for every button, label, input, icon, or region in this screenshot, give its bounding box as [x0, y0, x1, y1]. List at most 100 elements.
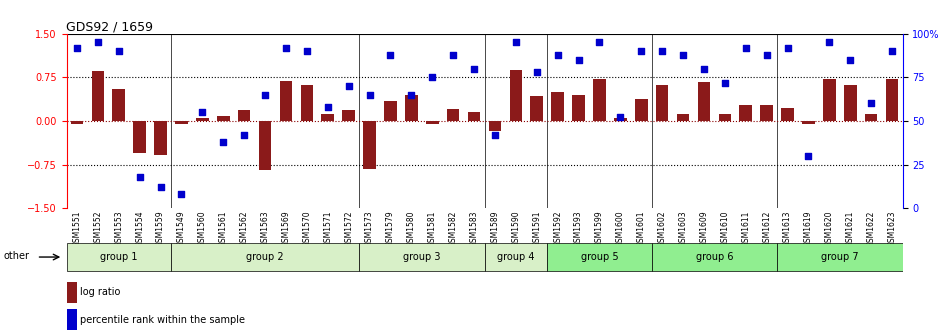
Point	[446, 52, 461, 57]
Text: GSM1569: GSM1569	[281, 210, 291, 247]
Text: GSM1612: GSM1612	[762, 210, 771, 247]
Text: other: other	[4, 251, 29, 260]
Text: group 5: group 5	[580, 252, 618, 262]
Text: GDS92 / 1659: GDS92 / 1659	[66, 20, 154, 34]
Text: GSM1591: GSM1591	[532, 210, 541, 247]
Bar	[175, 121, 188, 124]
Text: GSM1580: GSM1580	[407, 210, 416, 247]
Text: group 2: group 2	[246, 252, 284, 262]
FancyBboxPatch shape	[484, 243, 547, 271]
Point	[362, 92, 377, 97]
Bar	[66, 282, 77, 303]
FancyBboxPatch shape	[359, 243, 484, 271]
Bar	[426, 121, 439, 124]
Point	[299, 48, 314, 54]
Text: GSM1599: GSM1599	[595, 210, 604, 247]
Bar	[864, 114, 878, 121]
Text: GSM1579: GSM1579	[386, 210, 395, 247]
Point	[759, 52, 774, 57]
Point	[696, 66, 712, 71]
Text: group 1: group 1	[100, 252, 138, 262]
Bar	[488, 121, 502, 131]
Point	[550, 52, 565, 57]
Text: GSM1562: GSM1562	[239, 210, 249, 247]
Text: GSM1549: GSM1549	[177, 210, 186, 247]
Point	[634, 48, 649, 54]
Text: GSM1563: GSM1563	[260, 210, 270, 247]
Text: GSM1621: GSM1621	[846, 210, 855, 247]
Bar	[509, 70, 522, 121]
Text: group 4: group 4	[497, 252, 535, 262]
Point	[717, 80, 732, 85]
Bar	[467, 112, 481, 121]
Point	[90, 40, 105, 45]
Point	[801, 153, 816, 159]
Point	[111, 48, 126, 54]
Bar	[384, 100, 397, 121]
Bar	[781, 108, 794, 121]
Text: GSM1613: GSM1613	[783, 210, 792, 247]
Text: GSM1589: GSM1589	[490, 210, 500, 247]
Bar	[823, 79, 836, 121]
FancyBboxPatch shape	[547, 243, 652, 271]
Bar	[802, 121, 815, 124]
Text: GSM1571: GSM1571	[323, 210, 332, 247]
Bar	[446, 109, 460, 121]
Bar	[885, 79, 899, 121]
Point	[69, 45, 85, 50]
Text: GSM1611: GSM1611	[741, 210, 750, 247]
Bar	[593, 79, 606, 121]
Bar	[697, 82, 711, 121]
Bar	[342, 111, 355, 121]
Point	[383, 52, 398, 57]
Point	[613, 115, 628, 120]
Point	[529, 69, 544, 75]
Bar	[154, 121, 167, 155]
Bar	[614, 118, 627, 121]
Text: GSM1620: GSM1620	[825, 210, 834, 247]
Bar	[530, 96, 543, 121]
Point	[174, 192, 189, 197]
Bar	[718, 114, 732, 121]
Point	[257, 92, 273, 97]
Point	[780, 45, 795, 50]
Text: group 7: group 7	[821, 252, 859, 262]
Bar	[739, 104, 752, 121]
Bar	[258, 121, 272, 170]
Point	[571, 57, 586, 62]
Bar	[676, 114, 690, 121]
Point	[487, 132, 503, 138]
Point	[466, 66, 482, 71]
Point	[195, 110, 210, 115]
Text: GSM1582: GSM1582	[448, 210, 458, 247]
Point	[320, 104, 335, 110]
Text: GSM1570: GSM1570	[302, 210, 312, 247]
FancyBboxPatch shape	[777, 243, 902, 271]
Bar	[321, 114, 334, 121]
Text: group 3: group 3	[403, 252, 441, 262]
Point	[592, 40, 607, 45]
Text: GSM1573: GSM1573	[365, 210, 374, 247]
Text: log ratio: log ratio	[80, 288, 121, 297]
Bar	[217, 116, 230, 121]
Point	[153, 185, 168, 190]
Text: GSM1590: GSM1590	[511, 210, 521, 247]
Text: GSM1559: GSM1559	[156, 210, 165, 247]
Text: GSM1609: GSM1609	[699, 210, 709, 247]
Bar	[70, 121, 84, 124]
Bar	[196, 118, 209, 121]
Point	[132, 174, 147, 179]
Point	[843, 57, 858, 62]
Bar	[656, 85, 669, 121]
Text: GSM1593: GSM1593	[574, 210, 583, 247]
Text: GSM1603: GSM1603	[678, 210, 688, 247]
Point	[508, 40, 523, 45]
Bar	[300, 85, 314, 121]
Point	[237, 132, 252, 138]
Text: GSM1622: GSM1622	[866, 210, 876, 247]
Bar	[405, 95, 418, 121]
Bar	[91, 72, 104, 121]
Bar	[133, 121, 146, 153]
Text: GSM1553: GSM1553	[114, 210, 124, 247]
Text: GSM1583: GSM1583	[469, 210, 479, 247]
